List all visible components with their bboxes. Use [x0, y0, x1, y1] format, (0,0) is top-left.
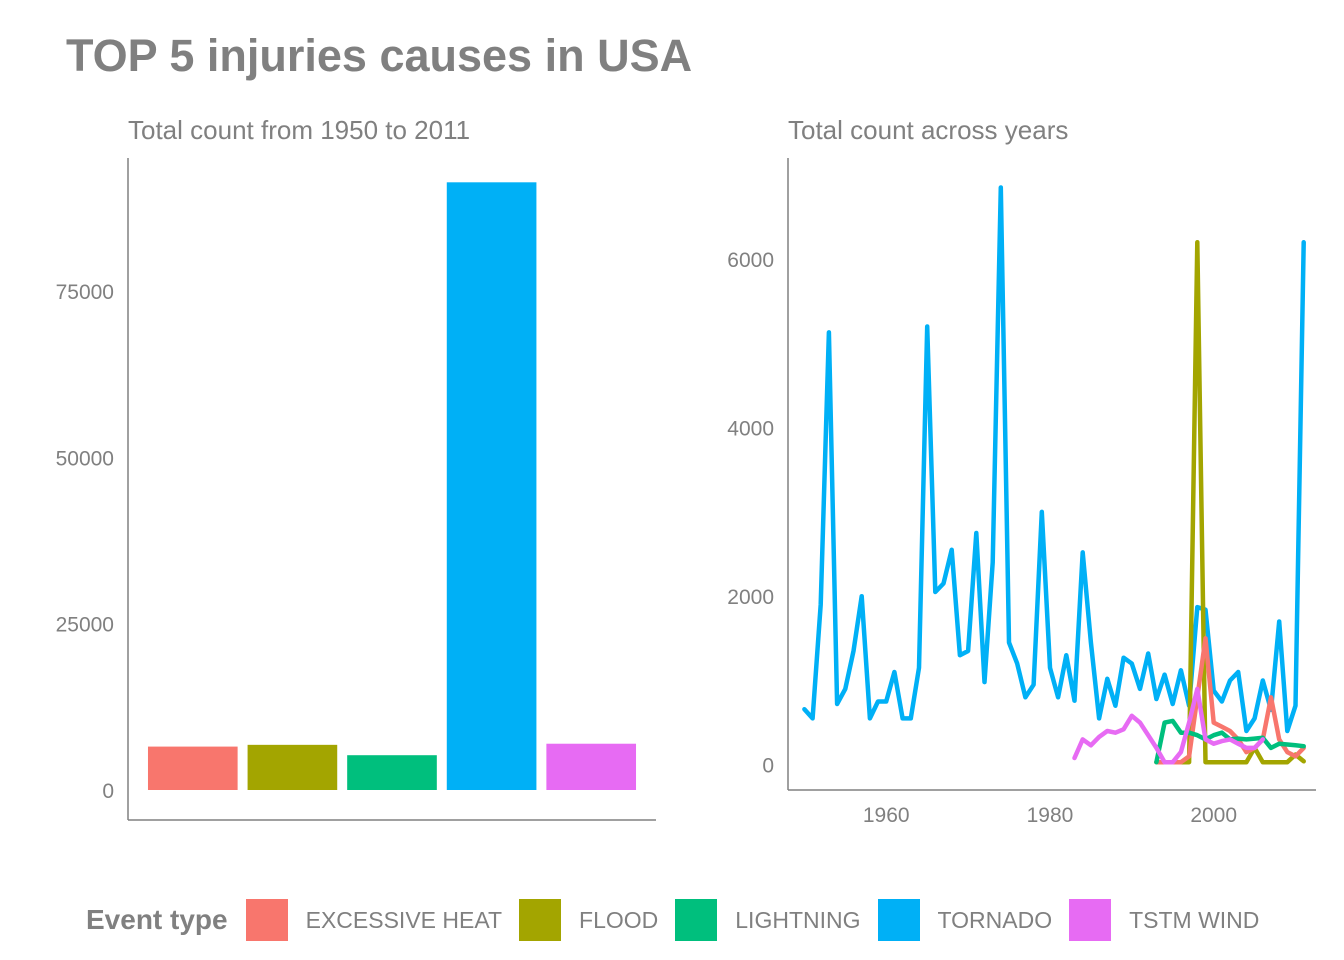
line-y-tick-label: 0: [762, 755, 774, 778]
line-series-group: [802, 185, 1306, 765]
legend-label-tstm-wind: TSTM WIND: [1129, 906, 1260, 933]
line-chart-panel: Total count across years 0 2000 4000 6000 1…: [727, 115, 1316, 827]
bar-tstm-wind: [546, 743, 637, 790]
series-line-tstm-wind: [1072, 686, 1266, 765]
legend-label-tornado: TORNADO: [937, 906, 1053, 933]
bar-y-tick-label: 50000: [56, 447, 114, 470]
bar-lightning: [347, 755, 437, 790]
series-line-tornado: [802, 185, 1306, 734]
line-x-tick-label: 1960: [863, 804, 910, 827]
bar-y-tick-label: 25000: [56, 614, 114, 637]
bar-tornado: [446, 182, 537, 790]
legend-key-flood: [519, 899, 562, 941]
legend-label-flood: FLOOD: [579, 906, 659, 933]
line-x-tick-label: 2000: [1190, 804, 1237, 827]
line-y-tick-labels: 0 2000 4000 6000: [727, 249, 774, 778]
legend-key-excessive-heat: [245, 899, 288, 941]
legend-item-tornado: TORNADO: [877, 899, 1053, 941]
legend-item-lightning: LIGHTNING: [675, 899, 861, 941]
bar-chart-panel: Total count from 1950 to 2011 0 25000 5000…: [56, 115, 656, 821]
line-x-tick-labels: 1960 1980 2000: [863, 804, 1237, 827]
bar-chart-subtitle: Total count from 1950 to 2011: [128, 115, 470, 145]
legend-item-flood: FLOOD: [519, 899, 658, 941]
line-y-tick-label: 6000: [727, 249, 774, 272]
bar-y-tick-label: 0: [102, 780, 114, 803]
legend-label-excessive-heat: EXCESSIVE HEAT: [305, 906, 503, 933]
legend: Event type EXCESSIVE HEAT FLOOD LIGHTNIN…: [86, 897, 1276, 943]
legend-key-tornado: [877, 899, 920, 941]
bar-y-tick-labels: 0 25000 50000 75000: [56, 281, 114, 803]
bar-marks: [147, 182, 637, 790]
legend-item-excessive-heat: EXCESSIVE HEAT: [245, 899, 503, 941]
legend-key-lightning: [675, 899, 718, 941]
bar-flood: [247, 744, 338, 790]
line-x-tick-label: 1980: [1027, 804, 1074, 827]
line-y-tick-label: 2000: [727, 586, 774, 609]
line-chart-subtitle: Total count across years: [788, 115, 1068, 145]
legend-key-tstm-wind: [1069, 899, 1112, 941]
line-y-tick-label: 4000: [727, 418, 774, 441]
legend-item-tstm-wind: TSTM WIND: [1069, 899, 1259, 941]
series-line-excessive-heat: [1154, 636, 1306, 765]
legend-title: Event type: [86, 904, 228, 935]
bar-excessive-heat: [147, 746, 238, 790]
bar-y-tick-label: 75000: [56, 281, 114, 304]
chart-title: TOP 5 injuries causes in USA: [66, 30, 693, 81]
legend-label-lightning: LIGHTNING: [735, 906, 861, 933]
